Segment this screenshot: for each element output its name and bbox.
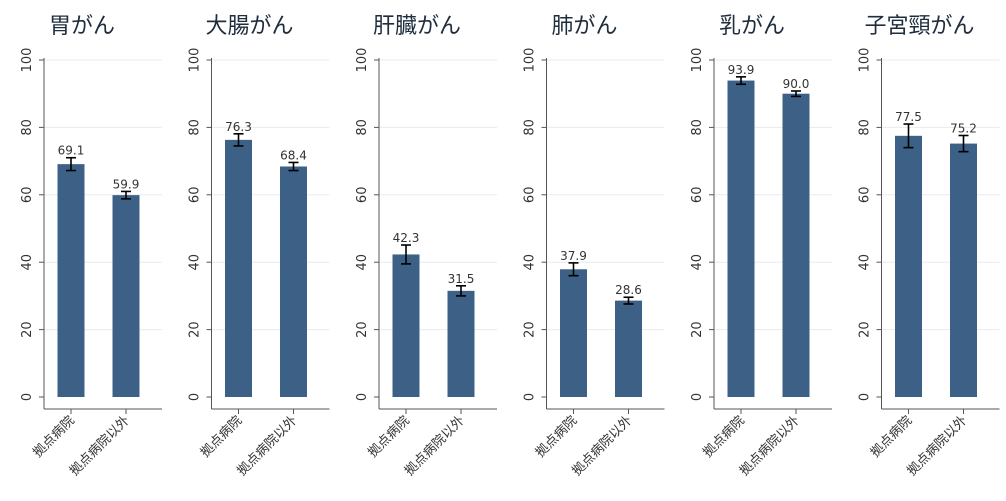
y-tick-label: 0 bbox=[355, 393, 370, 401]
y-tick-label: 0 bbox=[523, 393, 538, 401]
y-tick-label: 60 bbox=[523, 187, 538, 204]
y-tick-label: 20 bbox=[188, 321, 203, 338]
y-tick-label: 80 bbox=[188, 119, 203, 136]
category-label: 拠点病院 bbox=[198, 413, 245, 460]
category-label: 拠点病院 bbox=[365, 413, 412, 460]
panel-title: 肺がん bbox=[551, 14, 617, 39]
y-tick-label: 60 bbox=[355, 187, 370, 204]
y-tick-label: 0 bbox=[20, 393, 35, 401]
y-tick-label: 40 bbox=[355, 254, 370, 271]
y-tick-label: 100 bbox=[20, 48, 35, 73]
y-tick-label: 0 bbox=[188, 393, 203, 401]
y-tick-label: 60 bbox=[690, 187, 705, 204]
data-label: 28.6 bbox=[615, 283, 642, 297]
y-tick-label: 0 bbox=[858, 393, 873, 401]
y-tick-label: 0 bbox=[690, 393, 705, 401]
y-tick-label: 80 bbox=[20, 119, 35, 136]
panel-title: 乳がん bbox=[719, 14, 785, 39]
y-tick-label: 100 bbox=[355, 48, 370, 73]
y-tick-label: 20 bbox=[690, 321, 705, 338]
panel-title: 大腸がん bbox=[205, 14, 293, 39]
y-tick-label: 40 bbox=[690, 254, 705, 271]
panel-title: 肝臓がん bbox=[373, 14, 461, 39]
y-tick-label: 80 bbox=[690, 119, 705, 136]
y-tick-label: 40 bbox=[523, 254, 538, 271]
y-tick-label: 100 bbox=[858, 48, 873, 73]
y-tick-label: 80 bbox=[858, 119, 873, 136]
data-label: 90.0 bbox=[783, 77, 810, 91]
bar bbox=[57, 164, 85, 397]
data-label: 31.5 bbox=[448, 272, 475, 286]
bar bbox=[225, 139, 252, 397]
y-tick-label: 20 bbox=[523, 321, 538, 338]
y-tick-label: 60 bbox=[188, 187, 203, 204]
bar bbox=[447, 290, 475, 397]
y-tick-label: 20 bbox=[858, 321, 873, 338]
category-label: 拠点病院 bbox=[868, 413, 915, 460]
category-label: 拠点病院 bbox=[700, 413, 747, 460]
bar bbox=[112, 195, 140, 397]
y-tick-label: 100 bbox=[188, 48, 203, 73]
bar bbox=[895, 135, 922, 397]
data-label: 37.9 bbox=[560, 249, 587, 263]
y-tick-label: 60 bbox=[858, 187, 873, 204]
data-label: 69.1 bbox=[58, 144, 85, 158]
category-label: 拠点病院 bbox=[533, 413, 580, 460]
data-label: 75.2 bbox=[950, 121, 977, 135]
y-tick-label: 20 bbox=[355, 321, 370, 338]
data-label: 68.4 bbox=[280, 148, 307, 162]
y-tick-label: 40 bbox=[20, 254, 35, 271]
y-tick-label: 20 bbox=[20, 321, 35, 338]
panel-title: 胃がん bbox=[49, 14, 115, 39]
bar bbox=[560, 269, 587, 397]
y-tick-label: 80 bbox=[523, 119, 538, 136]
bar bbox=[615, 300, 642, 397]
bar bbox=[392, 254, 420, 397]
y-tick-label: 40 bbox=[188, 254, 203, 271]
y-tick-label: 60 bbox=[20, 187, 35, 204]
data-label: 42.3 bbox=[393, 231, 420, 245]
bar bbox=[782, 93, 810, 397]
data-label: 93.9 bbox=[728, 63, 755, 77]
bar bbox=[727, 80, 755, 397]
data-label: 76.3 bbox=[225, 120, 252, 134]
data-label: 59.9 bbox=[113, 177, 140, 191]
panel-title: 子宮頸がん bbox=[864, 14, 974, 39]
data-label: 77.5 bbox=[895, 110, 922, 124]
category-label: 拠点病院 bbox=[30, 413, 77, 460]
y-tick-label: 40 bbox=[858, 254, 873, 271]
y-tick-label: 100 bbox=[690, 48, 705, 73]
y-tick-label: 100 bbox=[523, 48, 538, 73]
bar bbox=[280, 166, 307, 397]
bar bbox=[950, 143, 977, 397]
y-tick-label: 80 bbox=[355, 119, 370, 136]
